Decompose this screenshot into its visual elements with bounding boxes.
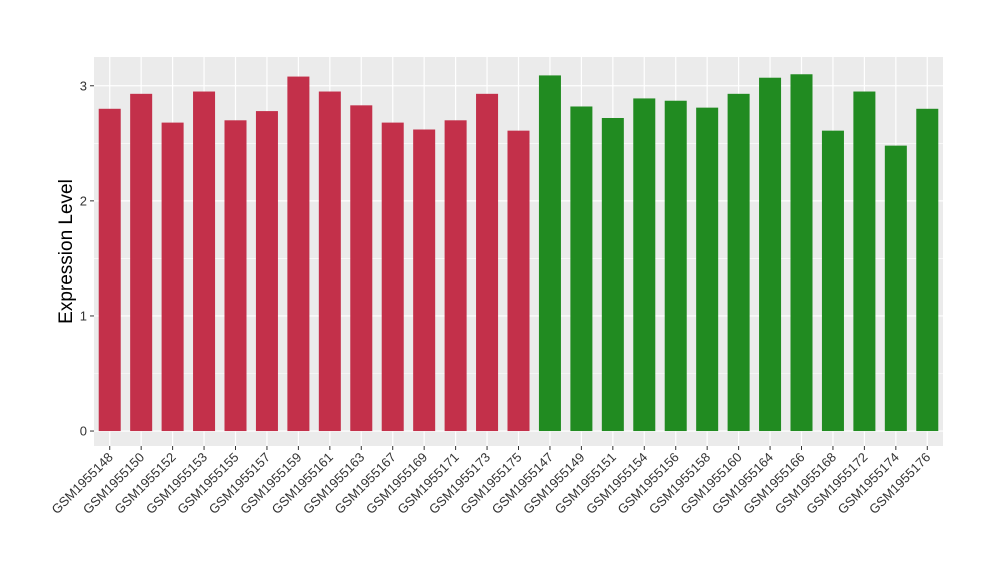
bar-GSM1955160 (727, 93, 750, 432)
bar-GSM1955168 (821, 130, 844, 432)
bar-GSM1955150 (130, 93, 153, 432)
bar-GSM1955158 (696, 107, 719, 432)
bar-GSM1955164 (759, 77, 782, 432)
bar-GSM1955173 (476, 93, 499, 432)
bar-GSM1955159 (287, 76, 310, 432)
bar-GSM1955169 (413, 129, 436, 432)
bar-GSM1955151 (601, 117, 624, 432)
bar-GSM1955163 (350, 105, 373, 432)
y-tick-label: 3 (80, 78, 87, 93)
bar-GSM1955175 (507, 130, 530, 432)
y-tick-label: 1 (80, 308, 87, 323)
y-tick-label: 2 (80, 193, 87, 208)
y-axis: 0 1 2 3 (80, 78, 94, 439)
x-axis: GSM1955148GSM1955150GSM1955152GSM1955153… (49, 446, 933, 517)
bar-GSM1955167 (381, 122, 404, 432)
bar-GSM1955155 (224, 120, 247, 432)
bar-GSM1955161 (318, 91, 341, 432)
y-axis-title: Expression Level (56, 179, 77, 324)
bar-GSM1955148 (98, 108, 121, 432)
bar-GSM1955171 (444, 120, 467, 432)
y-tick-label: 0 (80, 424, 87, 439)
bar-GSM1955147 (538, 75, 561, 432)
bar-GSM1955172 (853, 91, 876, 432)
bar-GSM1955174 (884, 145, 907, 432)
bar-GSM1955176 (916, 108, 939, 432)
bar-GSM1955152 (161, 122, 184, 432)
bar-GSM1955157 (255, 111, 278, 432)
bar-GSM1955153 (193, 91, 216, 432)
bar-GSM1955166 (790, 74, 813, 432)
bars (98, 74, 939, 432)
bar-GSM1955156 (664, 100, 687, 432)
bar-GSM1955154 (633, 98, 656, 432)
bar-GSM1955149 (570, 106, 593, 432)
